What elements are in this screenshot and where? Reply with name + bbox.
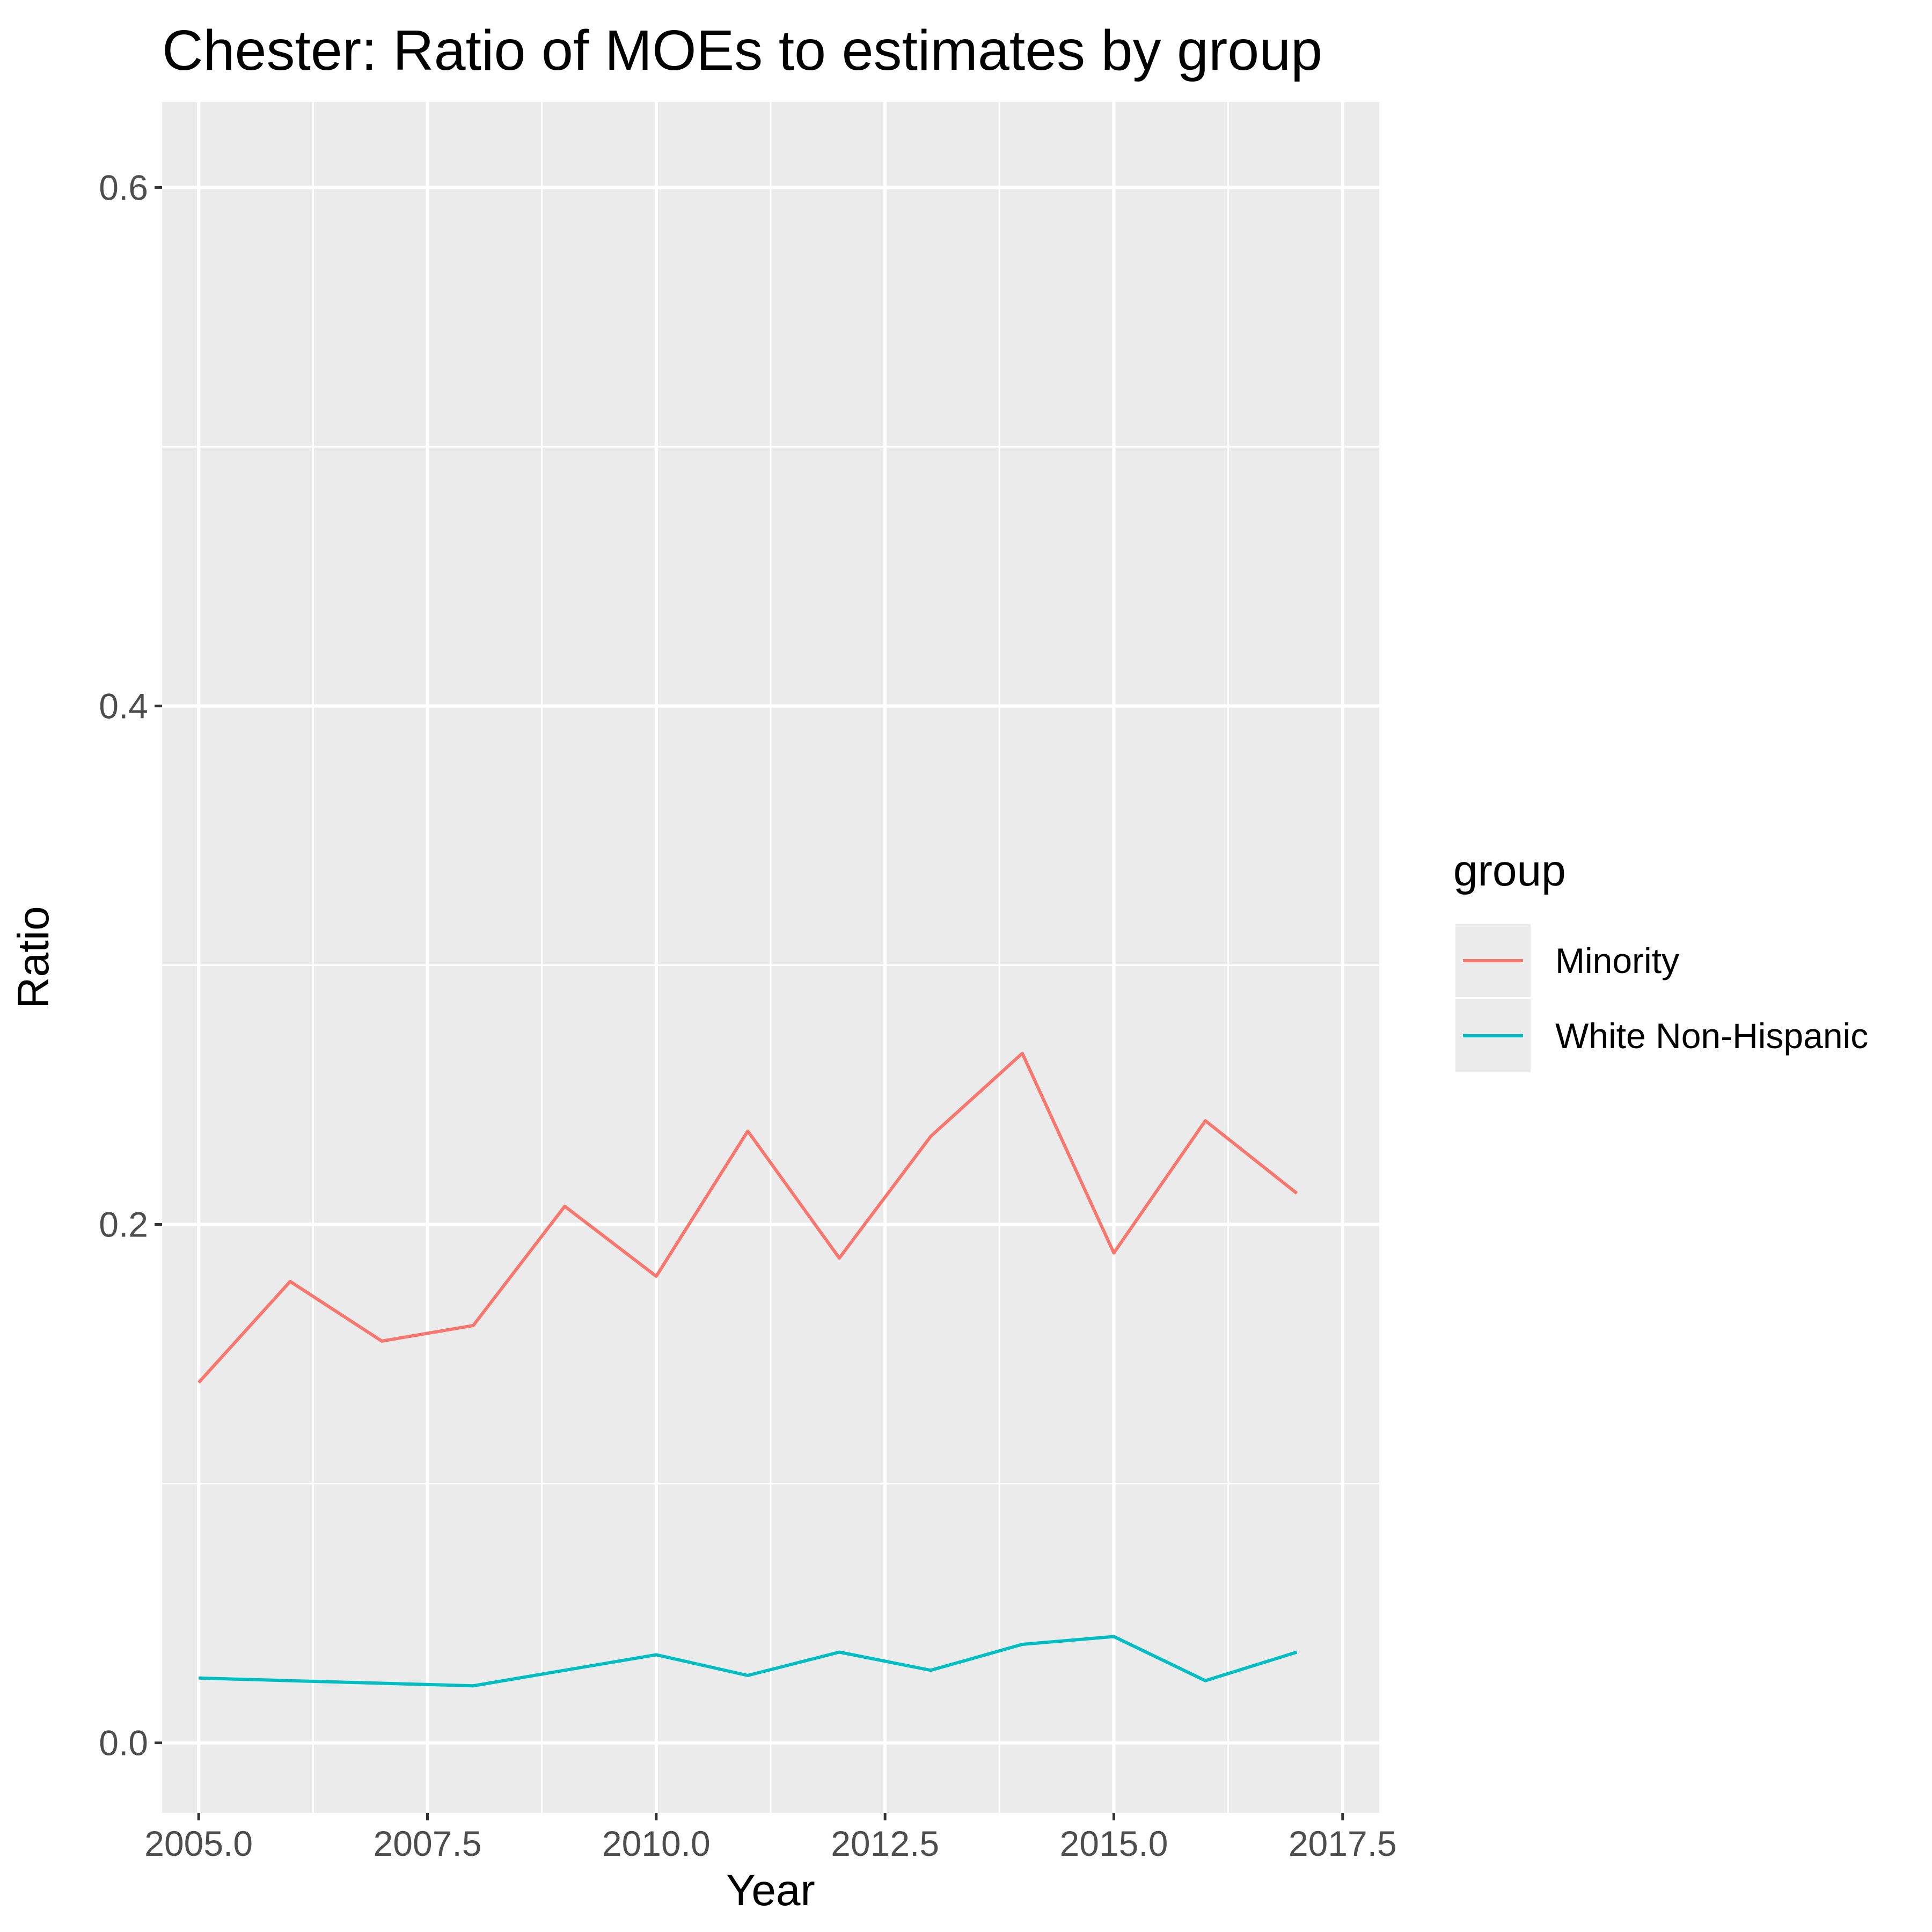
legend-label: White Non-Hispanic — [1555, 1016, 1868, 1056]
series-line-minority — [197, 1051, 1298, 1384]
x-axis-title: Year — [726, 1866, 815, 1915]
legend-title: group — [1453, 846, 1566, 895]
y-axis: 0.0 0.2 0.4 0.6 — [99, 167, 162, 1763]
chart-title: Chester: Ratio of MOEs to estimates by g… — [162, 19, 1322, 82]
series-lines — [197, 1051, 1298, 1688]
x-tick-label: 2012.5 — [831, 1824, 939, 1863]
y-tick-label: 0.2 — [99, 1205, 148, 1245]
minor-gridlines — [162, 102, 1379, 1813]
series-line-white-non-hispanic — [199, 1635, 1298, 1688]
x-tick-label: 2017.5 — [1289, 1824, 1397, 1863]
x-tick-label: 2007.5 — [374, 1824, 482, 1863]
legend-label: Minority — [1555, 941, 1679, 980]
legend-items: Minority White Non-Hispanic — [1455, 924, 1868, 1072]
x-tick-label: 2015.0 — [1060, 1824, 1168, 1863]
x-tick-label: 2010.0 — [602, 1824, 711, 1863]
major-gridlines — [162, 102, 1379, 1813]
y-tick-label: 0.6 — [99, 167, 148, 207]
y-tick-label: 0.4 — [99, 686, 148, 726]
x-axis: 2005.0 2007.5 2010.0 2012.5 2015.0 2017.5 — [144, 1813, 1397, 1863]
y-tick-label: 0.0 — [99, 1723, 148, 1763]
x-tick-label: 2005.0 — [144, 1824, 253, 1863]
y-axis-title: Ratio — [9, 906, 58, 1008]
legend: group Minority White Non-Hispanic — [1453, 846, 1868, 1072]
